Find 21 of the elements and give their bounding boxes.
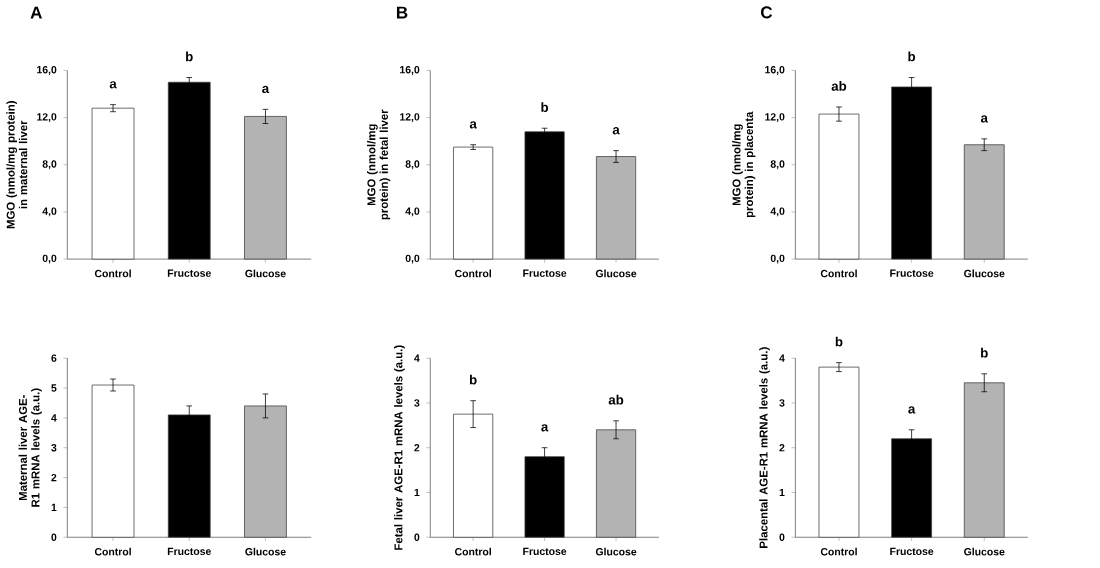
chart-title: C xyxy=(760,6,773,19)
bar xyxy=(963,382,1005,538)
bar xyxy=(453,413,494,538)
bar xyxy=(891,86,932,260)
bar xyxy=(818,366,860,538)
bar xyxy=(524,456,565,538)
bar xyxy=(963,144,1005,260)
bar xyxy=(91,384,135,538)
chart-title: A xyxy=(30,6,42,19)
bar xyxy=(244,405,287,538)
bar xyxy=(524,131,565,260)
bar xyxy=(167,81,211,260)
bar xyxy=(891,438,932,538)
bar xyxy=(167,414,211,538)
bar xyxy=(596,156,637,260)
chart-title: B xyxy=(396,6,408,19)
bar xyxy=(91,107,135,260)
bar xyxy=(244,116,287,260)
bar xyxy=(453,146,494,260)
bar xyxy=(818,113,860,260)
bar xyxy=(596,429,637,538)
